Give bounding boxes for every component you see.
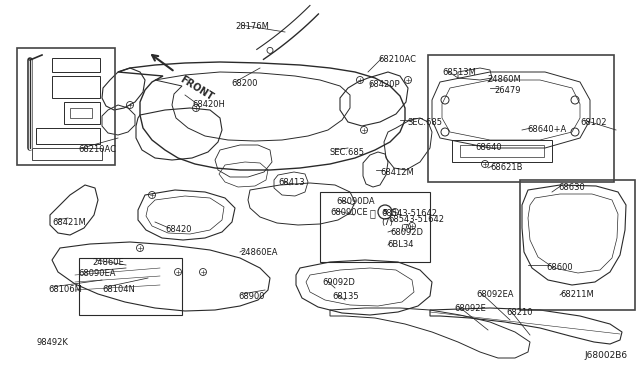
Text: 68543-51642: 68543-51642 xyxy=(388,215,444,224)
Text: 68640: 68640 xyxy=(475,143,502,152)
Text: (7): (7) xyxy=(381,218,393,227)
Bar xyxy=(52,76,100,98)
Bar xyxy=(520,180,635,310)
Text: 68420: 68420 xyxy=(165,225,191,234)
Text: 68412M: 68412M xyxy=(380,168,413,177)
Text: SEC.685: SEC.685 xyxy=(330,148,365,157)
Text: 28176M: 28176M xyxy=(235,22,269,31)
Text: 24860E: 24860E xyxy=(92,258,124,267)
Text: (7): (7) xyxy=(400,224,412,233)
Text: 68420H: 68420H xyxy=(192,100,225,109)
Bar xyxy=(36,128,100,144)
Text: 68413: 68413 xyxy=(278,178,305,187)
Text: 68600: 68600 xyxy=(546,263,573,272)
Bar xyxy=(70,108,92,118)
Text: 68640+A: 68640+A xyxy=(527,125,566,134)
Text: FRONT: FRONT xyxy=(178,74,215,102)
Bar xyxy=(79,258,182,315)
Text: 5: 5 xyxy=(383,209,387,215)
Bar xyxy=(17,48,115,165)
Text: 24860EA: 24860EA xyxy=(240,248,278,257)
Text: 68513M: 68513M xyxy=(442,68,476,77)
Text: 68092E: 68092E xyxy=(454,304,486,313)
Text: 98492K: 98492K xyxy=(36,338,68,347)
Text: 68630: 68630 xyxy=(558,183,585,192)
Text: 68210: 68210 xyxy=(506,308,532,317)
Text: 68092D: 68092D xyxy=(390,228,423,237)
Text: 6BL34: 6BL34 xyxy=(387,240,413,249)
Text: 68210AC: 68210AC xyxy=(378,55,416,64)
Text: 68135: 68135 xyxy=(332,292,358,301)
Text: 68621B: 68621B xyxy=(490,163,522,172)
Text: 68104N: 68104N xyxy=(102,285,135,294)
Text: 68090DA: 68090DA xyxy=(336,197,374,206)
Text: 68421M: 68421M xyxy=(52,218,86,227)
Text: 68092EA: 68092EA xyxy=(476,290,513,299)
Bar xyxy=(52,58,100,72)
Text: 68210AC: 68210AC xyxy=(78,145,116,154)
Text: 68090EA: 68090EA xyxy=(78,269,115,278)
Text: 69092D: 69092D xyxy=(322,278,355,287)
Text: 24860M: 24860M xyxy=(487,75,521,84)
Bar xyxy=(32,148,102,160)
Text: 68211M: 68211M xyxy=(560,290,594,299)
Text: Ⓢ: Ⓢ xyxy=(370,208,376,218)
Text: 68900: 68900 xyxy=(238,292,264,301)
Text: SEC.685: SEC.685 xyxy=(408,118,443,127)
Text: 68543-51642: 68543-51642 xyxy=(381,208,437,218)
Text: 68102: 68102 xyxy=(580,118,607,127)
Bar xyxy=(428,55,614,182)
Text: 26479: 26479 xyxy=(494,86,520,95)
Text: 68420P: 68420P xyxy=(368,80,399,89)
Bar xyxy=(64,102,100,124)
Text: 68106M: 68106M xyxy=(48,285,82,294)
Text: J68002B6: J68002B6 xyxy=(585,351,628,360)
Bar xyxy=(452,140,552,162)
Bar xyxy=(320,192,430,262)
Text: 68200: 68200 xyxy=(231,79,257,88)
Bar xyxy=(460,145,544,157)
Text: 68090CE: 68090CE xyxy=(330,208,367,217)
